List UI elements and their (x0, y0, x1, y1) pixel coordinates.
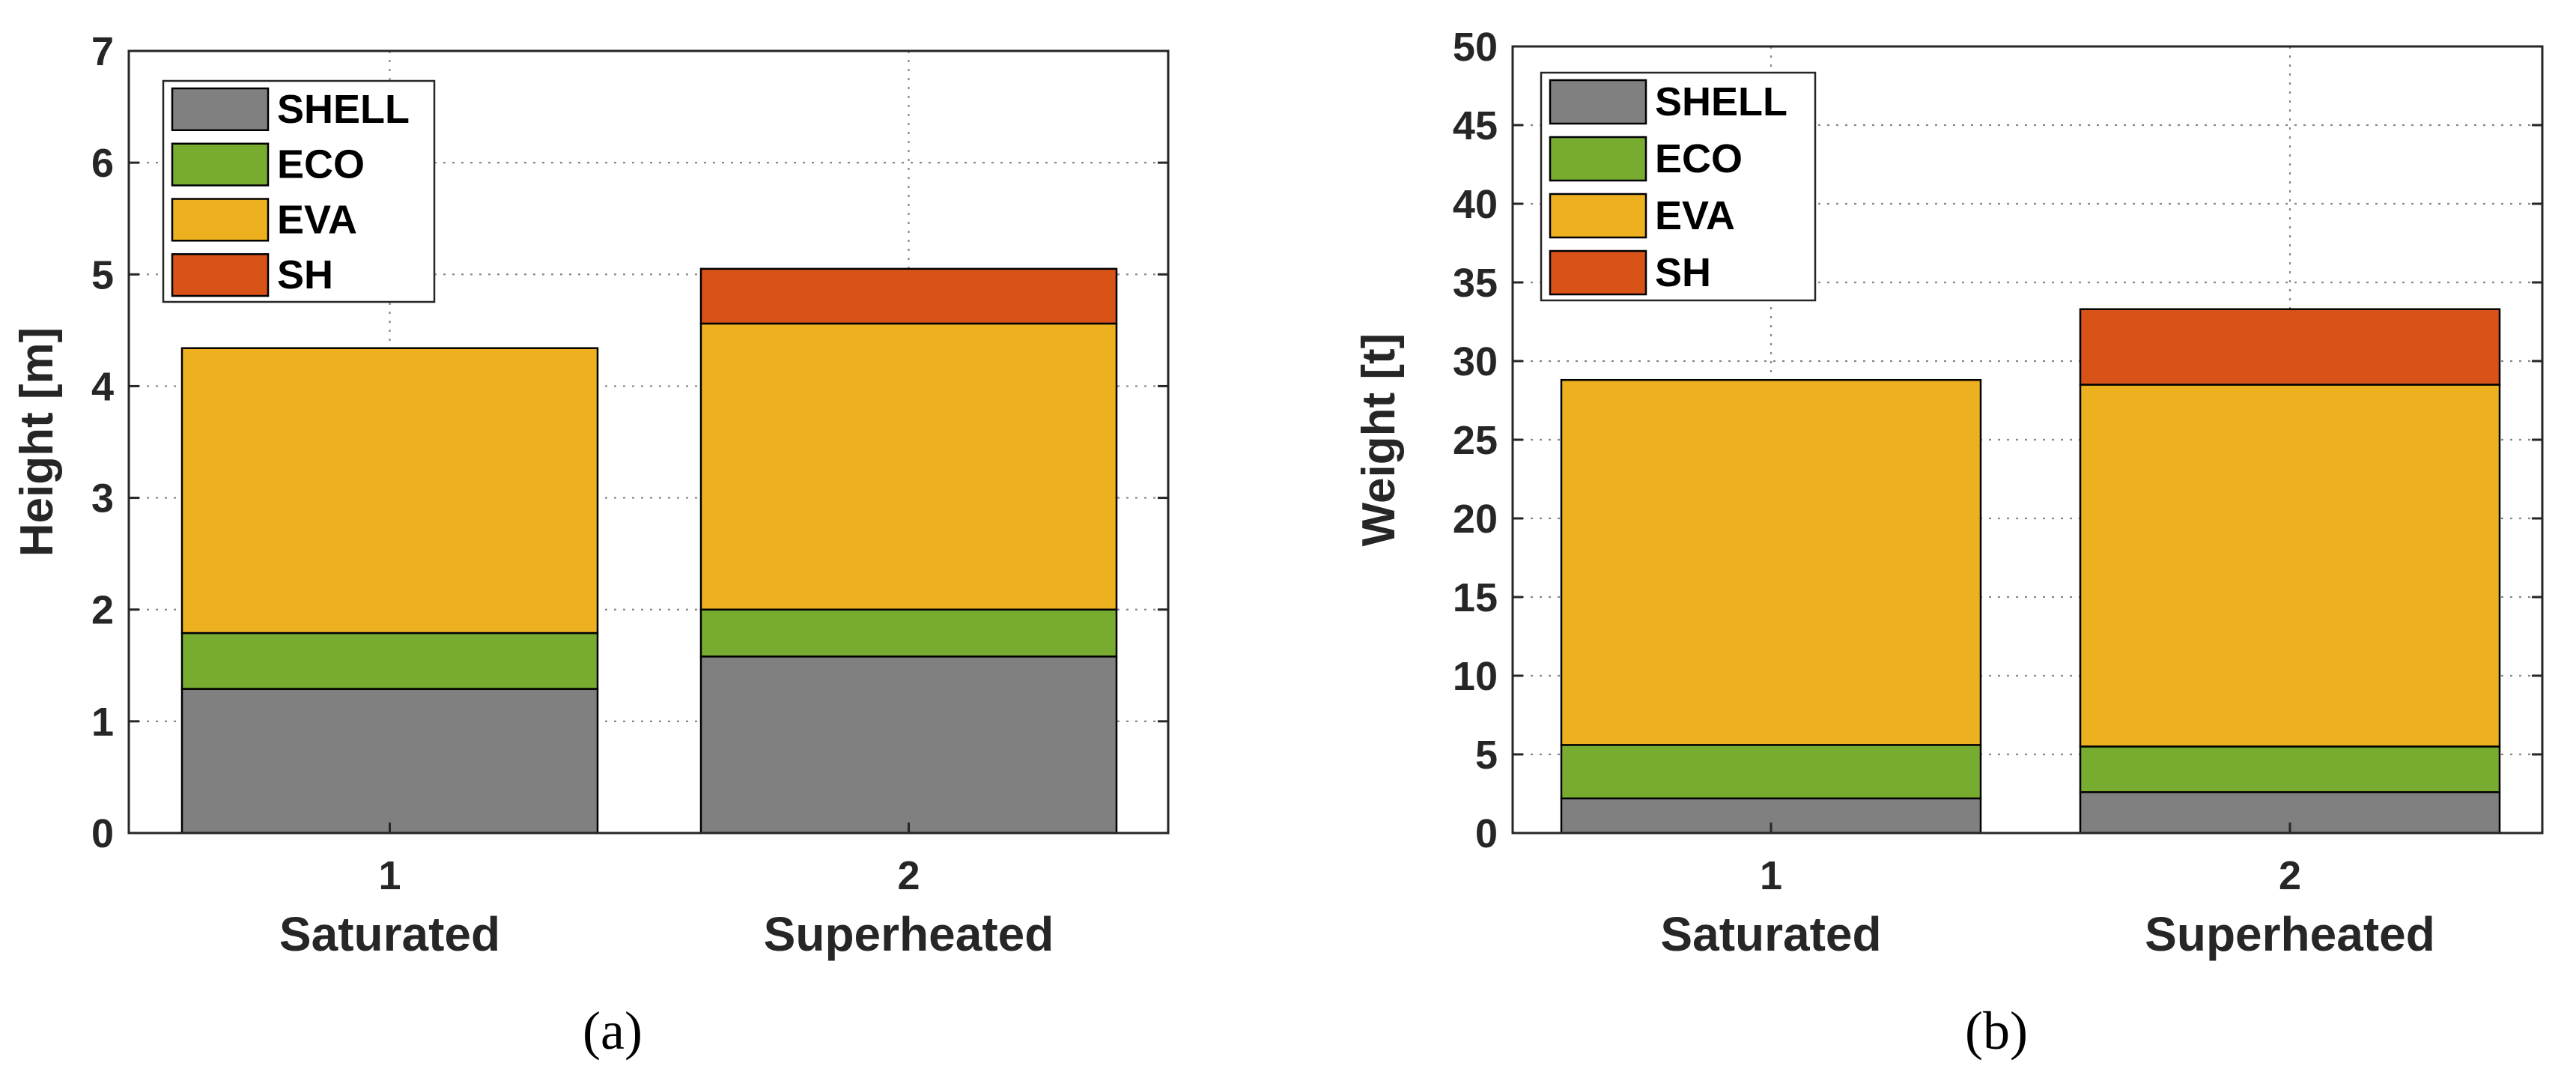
chart-b-y-tick-label: 5 (1475, 733, 1498, 778)
chart-a-bar-eva-1 (180, 347, 599, 635)
chart-b-x-category-name: Superheated (2145, 907, 2435, 961)
chart-a-y-tick-label: 1 (91, 700, 114, 745)
chart-a-legend-label-eco: ECO (277, 142, 365, 187)
chart-a-bar-shell-2 (699, 655, 1118, 835)
chart-a-bar-sh-2 (699, 267, 1118, 325)
chart-b-y-ticks: 0 5 10 15 20 25 30 35 40 45 50 (1453, 25, 2542, 856)
chart-b-x-ticks: 1 Saturated 2 Superheated (1660, 823, 2435, 961)
chart-a-y-tick-label: 0 (91, 811, 114, 856)
chart-b-legend-swatch-sh (1549, 249, 1647, 296)
chart-a-bars (180, 267, 1118, 835)
chart-b-bar-eva-2 (2079, 384, 2501, 748)
chart-b-y-tick-label: 45 (1453, 103, 1498, 148)
chart-a-x-tick-label: 2 (897, 853, 920, 898)
chart-a-legend-swatch-eva (171, 198, 270, 242)
chart-b-y-tick-label: 0 (1475, 811, 1498, 856)
chart-b-legend-label-sh: SH (1655, 250, 1711, 295)
chart-b-bar-eco-2 (2079, 745, 2501, 793)
chart-a-y-tick-label: 4 (91, 364, 114, 409)
chart-a-x-category-name: Saturated (279, 907, 500, 961)
chart-a-y-tick-label: 3 (91, 476, 114, 521)
chart-b-x-category-name: Saturated (1660, 907, 1881, 961)
chart-b-y-axis-label: Weight [t] (1353, 333, 1405, 547)
chart-a-x-tick-label: 1 (378, 853, 401, 898)
chart-b-y-tick-label: 30 (1453, 339, 1498, 384)
chart-b-legend-label-shell: SHELL (1655, 79, 1787, 124)
chart-a-x-ticks: 1 Saturated 2 Superheated (279, 823, 1054, 961)
chart-b-y-tick-label: 20 (1453, 497, 1498, 542)
chart-a-y-ticks: 0 1 2 3 4 5 6 7 (91, 29, 1168, 856)
chart-a-axes-box (127, 49, 1170, 835)
chart-b-x-tick-label: 2 (2279, 853, 2301, 898)
chart-a-x-category-name: Superheated (764, 907, 1054, 961)
chart-b-legend-swatch-eva (1549, 193, 1647, 239)
chart-b-y-tick-label: 40 (1453, 182, 1498, 227)
chart-b-bars (1560, 308, 2501, 835)
chart-b-y-tick-label: 15 (1453, 575, 1498, 620)
chart-a-bar-eva-2 (699, 322, 1118, 611)
chart-b-legend: SHELL ECO EVA SH (1540, 71, 1817, 302)
chart-a-bar-eco-1 (180, 632, 599, 690)
chart-b-legend-swatch-shell (1549, 79, 1647, 125)
chart-b-bar-eva-1 (1560, 378, 1982, 746)
chart-a-bar-eco-2 (699, 608, 1118, 658)
chart-b-bar-sh-2 (2079, 308, 2501, 386)
chart-a-panel-label: (a) (583, 1001, 643, 1061)
chart-a-legend: SHELL ECO EVA SH (162, 79, 436, 303)
chart-a-legend-label-shell: SHELL (277, 87, 410, 132)
chart-b-y-tick-label: 25 (1453, 418, 1498, 463)
chart-a-legend-swatch-eco (171, 142, 270, 187)
chart-a-y-tick-label: 5 (91, 252, 114, 297)
chart-a-bar-shell-1 (180, 688, 599, 835)
chart-a-y-tick-label: 7 (91, 29, 114, 74)
chart-b: 0 5 10 15 20 25 30 35 40 45 50 1 Saturated 2 Superheat… (1353, 25, 2544, 1061)
chart-b-y-tick-label: 35 (1453, 261, 1498, 306)
chart-b-y-tick-label: 10 (1453, 654, 1498, 699)
chart-b-bar-shell-2 (2079, 791, 2501, 835)
chart-b-panel-label: (b) (1965, 1001, 2028, 1061)
chart-a-legend-label-sh: SH (277, 252, 333, 297)
chart-a-legend-swatch-shell (171, 87, 270, 131)
chart-b-x-tick-label: 1 (1760, 853, 1782, 898)
chart-b-legend-label-eva: EVA (1655, 193, 1735, 238)
chart-b-y-tick-label: 50 (1453, 25, 1498, 70)
chart-b-bar-eco-1 (1560, 744, 1982, 800)
chart-a: 0 1 2 3 4 5 6 7 1 Saturated 2 Superheated Height [m]… (11, 29, 1170, 1061)
chart-a-y-axis-label: Height [m] (11, 327, 63, 557)
chart-a-y-tick-label: 6 (91, 141, 114, 186)
chart-b-legend-label-eco: ECO (1655, 136, 1743, 181)
chart-a-y-tick-label: 2 (91, 588, 114, 633)
chart-a-legend-label-eva: EVA (277, 197, 357, 242)
chart-b-legend-swatch-eco (1549, 136, 1647, 182)
chart-a-legend-swatch-sh (171, 253, 270, 297)
